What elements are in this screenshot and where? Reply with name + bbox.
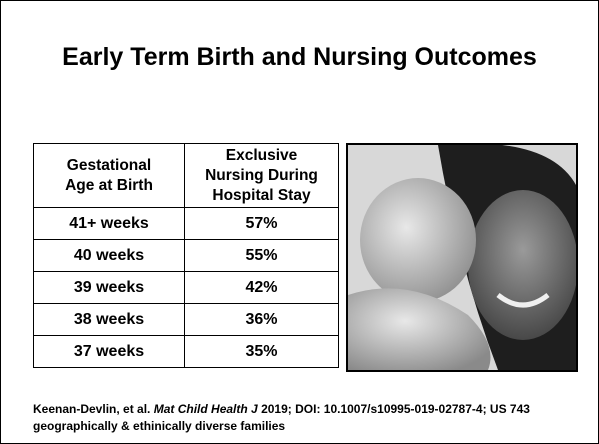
- rate-cell: 35%: [184, 335, 339, 368]
- rate-cell: 55%: [184, 239, 339, 272]
- age-cell: 41+ weeks: [33, 207, 185, 240]
- header-row: Gestational Age at Birth Exclusive Nursi…: [33, 143, 339, 208]
- citation-details: 2019; DOI: 10.1007/s10995-019-02787-4; U…: [33, 402, 530, 433]
- outcomes-table: Gestational Age at Birth Exclusive Nursi…: [33, 143, 339, 368]
- rate-cell: 42%: [184, 271, 339, 304]
- age-cell: 40 weeks: [33, 239, 185, 272]
- citation-authors: Keenan-Devlin, et al.: [33, 402, 151, 416]
- citation-journal: Mat Child Health J: [153, 402, 258, 416]
- age-cell: 37 weeks: [33, 335, 185, 368]
- age-cell: 38 weeks: [33, 303, 185, 336]
- table-row: 37 weeks 35%: [33, 335, 339, 368]
- slide-title: Early Term Birth and Nursing Outcomes: [62, 43, 537, 71]
- header-cell: Exclusive Nursing During Hospital Stay: [184, 143, 339, 208]
- rate-cell: 36%: [184, 303, 339, 336]
- table-row: 39 weeks 42%: [33, 271, 339, 304]
- table-row: 41+ weeks 57%: [33, 207, 339, 240]
- table-row: 40 weeks 55%: [33, 239, 339, 272]
- rate-cell: 57%: [184, 207, 339, 240]
- header-cell: Gestational Age at Birth: [33, 143, 185, 208]
- photo: [346, 143, 578, 372]
- age-cell: 39 weeks: [33, 271, 185, 304]
- citation: Keenan-Devlin, et al. Mat Child Health J…: [33, 401, 553, 435]
- table-row: 38 weeks 36%: [33, 303, 339, 336]
- photo-illustration: [348, 145, 576, 370]
